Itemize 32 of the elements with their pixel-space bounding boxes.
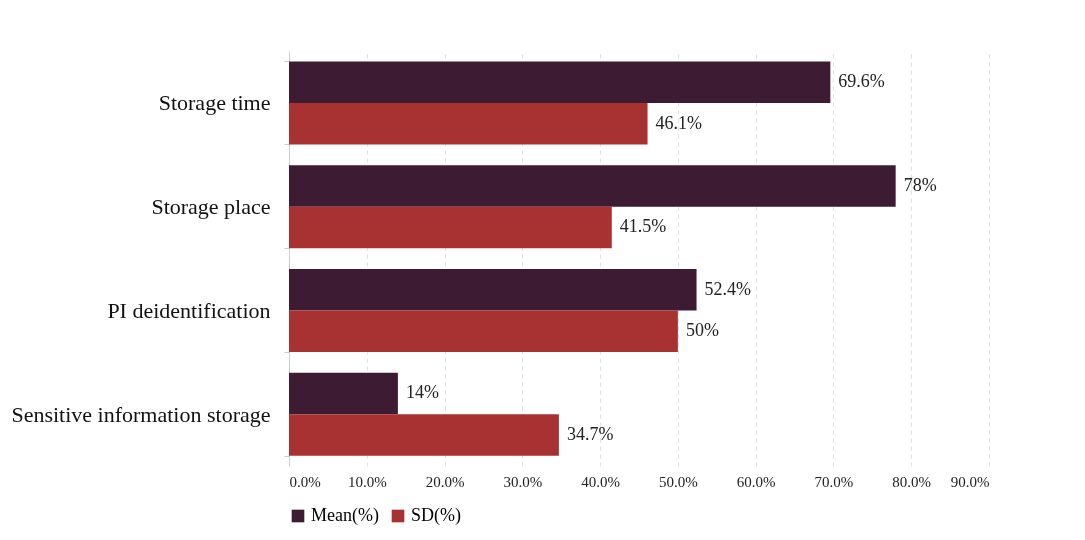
y-tick-label: Storage time — [158, 90, 271, 116]
bar — [289, 268, 697, 311]
x-tick-label: 60.0% — [736, 473, 776, 490]
x-tick-label: 20.0% — [425, 473, 465, 490]
x-tick-label: 70.0% — [814, 473, 854, 490]
legend-label: SD(%) — [411, 505, 461, 526]
data-label: 69.6% — [838, 71, 885, 92]
data-label: 41.5% — [619, 216, 667, 237]
data-label: 78% — [903, 174, 937, 195]
bar — [289, 414, 559, 456]
bar — [289, 61, 831, 103]
data-label: 46.1% — [655, 112, 703, 133]
bar — [289, 372, 398, 415]
legend-label: Mean(%) — [311, 505, 379, 526]
data-label: 14% — [405, 382, 439, 403]
x-tick-label: 50.0% — [659, 473, 698, 490]
bar — [289, 310, 678, 352]
data-label: 50% — [685, 320, 719, 341]
x-tick-label: 10.0% — [347, 473, 387, 490]
bar — [289, 165, 896, 207]
data-label: 34.7% — [566, 423, 614, 444]
data-label: 52.4% — [704, 278, 752, 299]
x-tick-label: 80.0% — [892, 473, 932, 490]
x-tick-label: 30.0% — [503, 473, 543, 490]
bar — [289, 102, 648, 145]
x-tick-label: 40.0% — [581, 473, 620, 490]
x-tick-label: 90.0% — [950, 473, 990, 490]
bar — [289, 206, 612, 249]
x-tick-label: 0.0% — [289, 473, 321, 490]
y-tick-label: Storage place — [151, 194, 271, 220]
y-tick-label: Sensitive information storage — [11, 401, 271, 427]
y-tick-label: PI deidentification — [107, 297, 271, 323]
